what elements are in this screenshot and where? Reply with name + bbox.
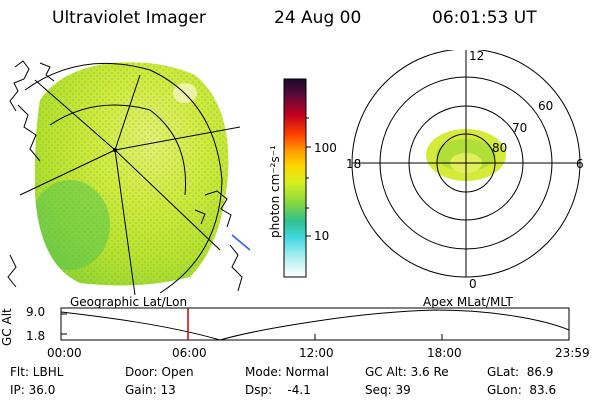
color-bar: [283, 78, 311, 278]
geographic-image: [7, 60, 251, 295]
time-label: 06:01:53 UT: [432, 8, 537, 28]
door-status: Door: Open: [125, 365, 194, 379]
ip-status: IP: 36.0: [10, 383, 56, 397]
gain-status: Gain: 13: [125, 383, 176, 397]
instrument-title: Ultraviolet Imager: [52, 8, 206, 28]
mlt-label-12: 12: [469, 50, 484, 63]
time-tick-4: 23:59: [555, 346, 590, 360]
mlat-label-60: 60: [538, 99, 553, 113]
mlat-label-80: 80: [492, 141, 507, 155]
apex-mlat-mlt-label: Apex MLat/MLT: [423, 295, 513, 309]
geo-grid: [19, 62, 241, 295]
mlt-label-0: 0: [469, 277, 477, 291]
mlat-label-70: 70: [512, 121, 527, 135]
time-tick-2: 12:00: [299, 346, 334, 360]
gc-alt-min-label: 1.8: [26, 329, 46, 343]
colorbar-unit-label: photon cm⁻²s⁻¹: [268, 145, 282, 238]
glat-status: GLat: 86.9: [487, 365, 554, 379]
filter-status: Flt: LBHL: [10, 365, 64, 379]
time-tick-3: 18:00: [427, 346, 462, 360]
geographic-latlon-label: Geographic Lat/Lon: [70, 295, 188, 309]
mlt-label-18: 18: [346, 157, 361, 171]
time-tick-1: 06:00: [172, 346, 207, 360]
altitude-timeline: [60, 307, 570, 341]
polar-plot: 12 0 18 6 60 70 80: [346, 50, 584, 291]
coastlines: [7, 60, 243, 292]
colorbar-tick-10: 10: [314, 229, 330, 243]
colorbar-tick-100: 100: [314, 141, 337, 155]
mlt-label-6: 6: [576, 157, 584, 171]
glon-status: GLon: 83.6: [487, 383, 557, 397]
mode-status: Mode: Normal: [245, 365, 329, 379]
gc-alt-max-label: 9.0: [26, 305, 46, 319]
time-tick-0: 00:00: [47, 346, 82, 360]
seq-status: Seq: 39: [365, 383, 411, 397]
gc-alt-axis-label: GC Alt: [0, 308, 14, 346]
gc-alt-status: GC Alt: 3.6 Re: [365, 365, 449, 379]
dsp-status: Dsp: -4.1: [245, 383, 311, 397]
gc-alt-curve: [60, 309, 570, 341]
date-label: 24 Aug 00: [274, 8, 362, 28]
polar-grid: [351, 50, 581, 278]
